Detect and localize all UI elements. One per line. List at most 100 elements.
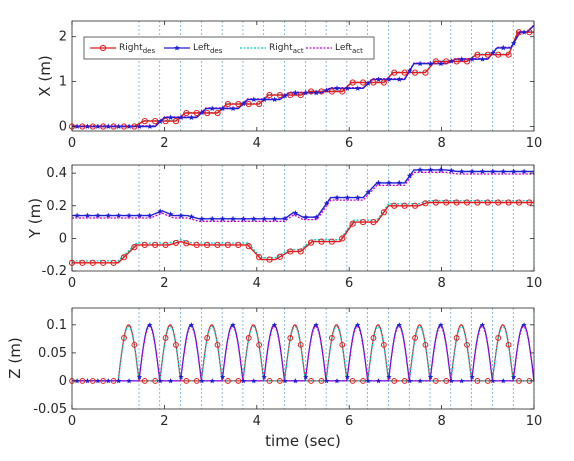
marker-right-des — [162, 118, 169, 125]
marker-right-des-z — [277, 378, 283, 384]
marker-left-des — [74, 212, 80, 218]
marker-right-des — [453, 199, 460, 206]
marker-right-des-z — [183, 378, 190, 384]
y-tick-label: 2 — [59, 30, 67, 45]
marker-left-des — [417, 60, 423, 67]
marker-right-des-z — [380, 341, 387, 348]
legend: Rightdes Leftdes Rightact Leftact — [83, 36, 375, 60]
marker-right-des — [131, 244, 138, 251]
marker-right-des-z — [173, 341, 179, 348]
marker-right-des-z — [225, 378, 231, 384]
marker-right-des — [495, 51, 502, 58]
marker-left-des — [344, 85, 351, 91]
marker-left-des — [479, 168, 486, 174]
marker-left-des — [199, 215, 205, 222]
series-right-des — [72, 201, 534, 264]
marker-right-des — [224, 241, 232, 249]
marker-right-des — [110, 259, 117, 266]
marker-left-des-z — [95, 378, 101, 384]
y-tick-label: 0.1 — [46, 318, 67, 333]
marker-right-des — [380, 79, 387, 86]
marker-right-des — [339, 88, 346, 95]
marker-left-des-z — [490, 378, 496, 384]
x-tick-label: 2 — [160, 276, 168, 291]
marker-right-des — [474, 199, 481, 206]
marker-left-des — [282, 215, 288, 221]
marker-left-des — [74, 123, 80, 129]
marker-right-des-z — [453, 335, 460, 341]
marker-left-des-z — [323, 378, 330, 384]
marker-right-des — [328, 238, 335, 245]
marker-right-des — [79, 259, 86, 266]
y-tick-label: 0.4 — [46, 166, 67, 181]
marker-right-des — [515, 199, 523, 206]
marker-left-des — [438, 166, 444, 173]
marker-right-des — [266, 91, 273, 99]
x-tick-label: 8 — [437, 414, 445, 429]
marker-left-des — [427, 60, 434, 67]
marker-right-des-z — [391, 378, 398, 384]
marker-right-des — [349, 220, 356, 227]
y-tick-label: 0 — [59, 374, 67, 389]
marker-left-des-z — [116, 378, 122, 384]
marker-left-des — [219, 215, 226, 222]
marker-left-des-z — [282, 378, 288, 384]
marker-right-des — [391, 69, 398, 76]
marker-left-des — [313, 214, 319, 220]
series-right-act — [72, 199, 534, 262]
marker-left-des — [126, 212, 132, 218]
marker-left-des — [126, 123, 132, 129]
marker-left-des-z — [448, 378, 454, 384]
marker-left-des — [240, 100, 247, 106]
series-right-act-z — [72, 325, 534, 382]
marker-left-des — [115, 212, 122, 218]
legend-entry-right-des: Rightdes — [90, 43, 155, 55]
marker-left-des — [178, 114, 184, 120]
marker-left-des-z — [188, 322, 195, 328]
marker-left-des — [521, 29, 527, 35]
marker-left-des — [250, 96, 257, 102]
marker-right-des-z — [328, 335, 335, 341]
marker-right-des — [526, 29, 533, 36]
marker-left-des — [240, 215, 247, 222]
marker-right-des-z — [349, 378, 356, 384]
marker-right-des — [515, 29, 523, 36]
ticks-y: 0 2 4 6 8 10-0.200.20.4 — [42, 165, 542, 291]
marker-right-des — [453, 58, 460, 65]
marker-left-des — [84, 123, 91, 129]
marker-right-des — [287, 248, 294, 255]
y-tick-label: 0.2 — [46, 199, 67, 214]
marker-right-des — [411, 69, 419, 76]
marker-left-des — [271, 96, 278, 102]
marker-left-des — [282, 92, 288, 99]
marker-left-des — [105, 212, 112, 218]
marker-left-des-z — [292, 378, 298, 384]
marker-right-des-z — [141, 378, 148, 384]
marker-left-des — [448, 167, 455, 173]
marker-right-des-z — [432, 378, 439, 384]
marker-right-des-z — [505, 341, 512, 348]
x-tick-label: 8 — [437, 136, 445, 151]
marker-left-des-z — [219, 374, 226, 380]
marker-left-des — [365, 80, 371, 86]
marker-right-des — [256, 100, 263, 108]
marker-left-des — [427, 166, 434, 173]
y-tick-label: 0 — [59, 231, 67, 246]
marker-left-des — [292, 210, 299, 216]
marker-right-des — [89, 259, 96, 266]
marker-left-des — [469, 56, 475, 62]
marker-right-des-z — [131, 341, 138, 348]
marker-left-des — [510, 168, 517, 174]
marker-left-des-z — [344, 374, 350, 380]
x-tick-label: 0 — [68, 136, 76, 151]
legend-label: Leftact — [335, 43, 363, 55]
marker-right-des-z — [318, 378, 325, 384]
marker-left-des-z — [230, 322, 236, 328]
legend-items: Rightdes Leftdes Rightact Leftact — [90, 43, 363, 55]
y-axis-label-y: Y (m) — [26, 198, 44, 239]
x-tick-label: 6 — [345, 136, 353, 151]
marker-left-des — [323, 87, 330, 93]
marker-left-des-z — [199, 378, 205, 384]
marker-right-des — [380, 209, 387, 216]
